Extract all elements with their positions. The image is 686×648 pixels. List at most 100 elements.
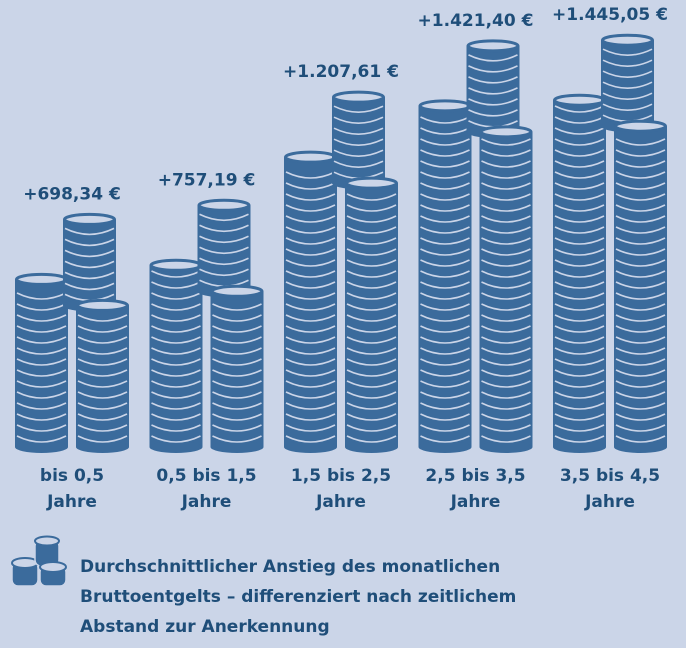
coin-edge	[346, 204, 397, 212]
coin-edge	[346, 413, 397, 421]
coin-edge	[16, 292, 67, 300]
coin-edge	[554, 248, 605, 256]
coin-top	[601, 33, 654, 47]
coin-edge	[468, 54, 518, 62]
coin-edge	[333, 138, 384, 146]
coin-edge	[285, 204, 336, 212]
coin-edge	[615, 270, 666, 278]
coin-edge	[420, 358, 470, 366]
coin-edge	[602, 59, 653, 67]
coin-edge	[420, 303, 470, 311]
coin-edge	[420, 380, 470, 388]
coin-edge	[615, 171, 666, 179]
coin-edge	[77, 413, 128, 421]
x-tick-label: 0,5 bis 1,5 Jahre	[156, 466, 257, 512]
coin-edge	[16, 402, 67, 410]
coin-edge	[554, 435, 605, 443]
coin-edge	[481, 314, 531, 322]
coin-edge	[420, 325, 470, 333]
coin-edge	[554, 347, 605, 355]
coin-base	[418, 441, 472, 453]
coin-edge	[346, 369, 397, 377]
coin-edge	[285, 391, 336, 399]
coin-edge	[285, 314, 336, 322]
coin-edge	[615, 215, 666, 223]
coin-edge	[481, 182, 531, 190]
coin-base	[553, 441, 606, 453]
coin-edge	[64, 282, 115, 291]
coin-edge	[481, 281, 531, 289]
coin-edge	[420, 160, 470, 168]
coin-edge	[554, 325, 605, 333]
coin-edge	[554, 303, 605, 311]
coin-base	[479, 441, 533, 453]
coin-edge	[420, 369, 470, 377]
coin-edge	[151, 292, 201, 300]
coin-edge	[285, 303, 336, 311]
coin-edge	[16, 380, 67, 388]
coin-edge	[151, 435, 201, 443]
coin-edge	[615, 347, 666, 355]
coin-edge	[285, 171, 336, 179]
coin-edge	[346, 248, 397, 256]
coin-edge	[346, 193, 397, 201]
coin-edge	[285, 270, 336, 278]
coin-body	[614, 126, 667, 448]
coin-edge	[285, 402, 336, 410]
coin-edge	[16, 325, 67, 333]
coin-edge	[16, 358, 67, 366]
coin-edge	[481, 292, 531, 300]
coin-edge	[481, 402, 531, 410]
coin-edge	[346, 336, 397, 344]
coin-edge	[151, 281, 201, 289]
coin-edge	[212, 325, 262, 333]
coin-edge	[77, 336, 128, 344]
coin-edge	[481, 160, 531, 168]
coin-edge	[554, 138, 605, 146]
coin-edge	[151, 358, 201, 366]
coin-edge	[64, 238, 115, 247]
coin-edge	[615, 413, 666, 421]
coin-edge	[212, 391, 262, 399]
coin-edge	[554, 204, 605, 212]
coin-edge	[285, 215, 336, 223]
coin-edge	[346, 281, 397, 289]
coin-edge	[481, 336, 531, 344]
coin-edge	[151, 347, 201, 355]
coin-edge	[615, 226, 666, 234]
coin-edge	[16, 435, 67, 443]
coin-edge	[481, 358, 531, 366]
coin-edge	[615, 402, 666, 410]
coin-edge	[481, 435, 531, 443]
coin-edge	[615, 391, 666, 399]
coin-edge	[77, 391, 128, 399]
coin-edge	[615, 369, 666, 377]
coin-top	[210, 284, 264, 298]
coin-edge	[346, 347, 397, 355]
coin-top	[553, 93, 606, 107]
coin-edge	[346, 259, 397, 267]
coin-edge	[615, 193, 666, 201]
coin-edge	[554, 314, 605, 322]
coin-edge	[554, 270, 605, 278]
coin-top	[345, 176, 398, 190]
x-tick-label: 3,5 bis 4,5 Jahre	[559, 466, 661, 512]
coin-edge	[285, 435, 336, 443]
coin-edge	[602, 48, 653, 56]
coin-stack	[15, 212, 129, 453]
coin-edge	[285, 226, 336, 234]
coin-edge	[420, 193, 470, 201]
coin-edge	[420, 347, 470, 355]
coin-edge	[77, 380, 128, 388]
coin-edge	[554, 413, 605, 421]
coin-base	[210, 441, 264, 453]
coin-edge	[420, 391, 470, 399]
coin-edge	[481, 226, 531, 234]
coin-body	[601, 40, 654, 127]
coin-top	[332, 90, 385, 104]
coin-edge	[285, 259, 336, 267]
coin-edge	[346, 325, 397, 333]
coin-edge	[481, 171, 531, 179]
coin-edge	[16, 314, 67, 322]
coin-edge	[77, 369, 128, 377]
